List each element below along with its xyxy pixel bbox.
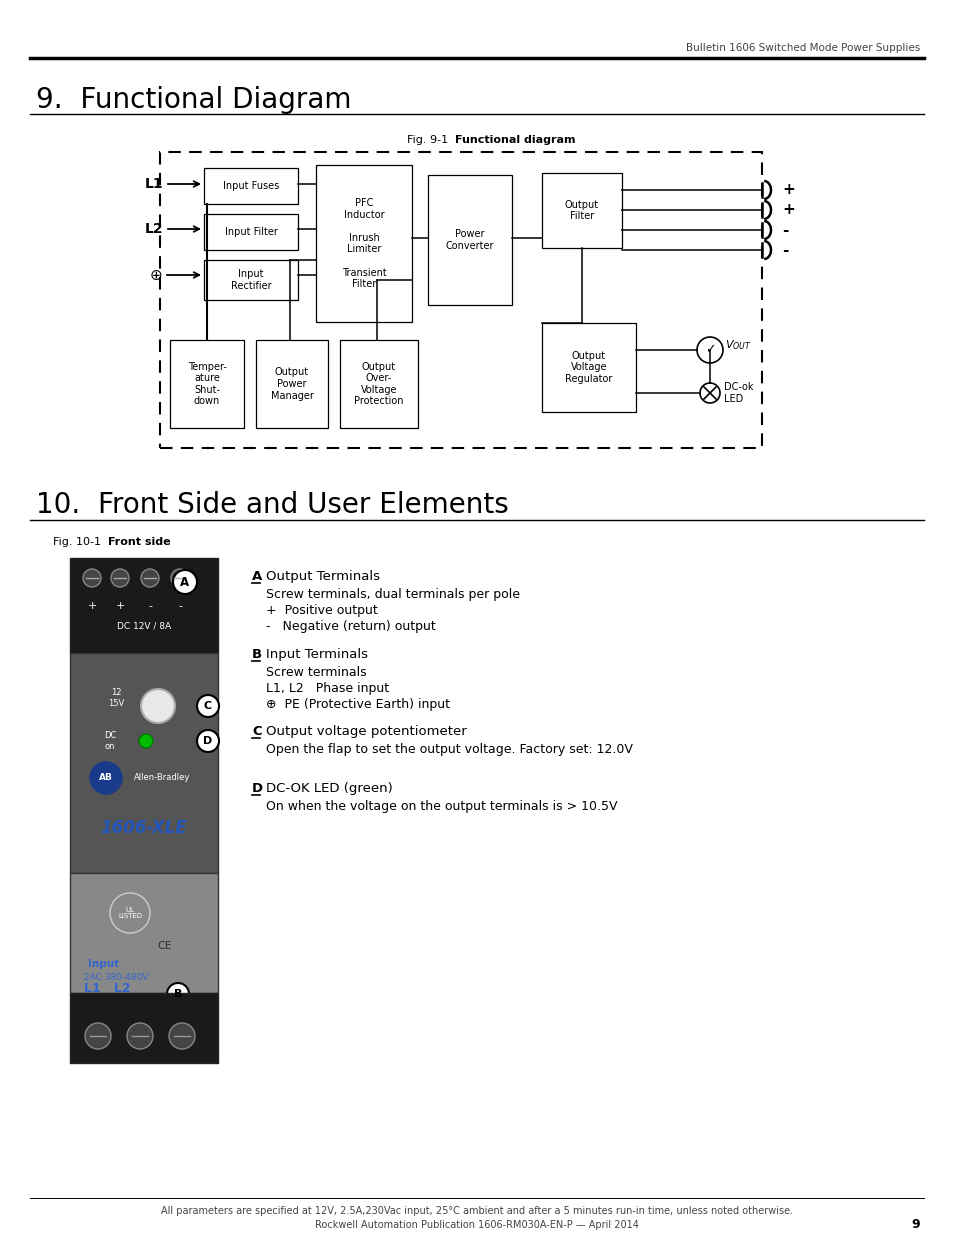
Text: DC
on: DC on (104, 731, 116, 751)
Text: 10.  Front Side and User Elements: 10. Front Side and User Elements (36, 492, 508, 519)
Bar (339, 340, 417, 429)
Text: PFC
Inductor

Inrush
Limiter

Transient
Filter: PFC Inductor Inrush Limiter Transient Fi… (341, 198, 386, 289)
Text: DC-ok
LED: DC-ok LED (723, 382, 753, 404)
Text: Input Fuses: Input Fuses (223, 182, 279, 191)
Text: Power
Converter: Power Converter (445, 230, 494, 251)
Text: Fig. 10-1: Fig. 10-1 (53, 537, 108, 547)
Text: Output Terminals: Output Terminals (266, 571, 379, 583)
Text: 12
15V: 12 15V (108, 688, 124, 708)
Circle shape (90, 762, 122, 794)
Circle shape (83, 569, 101, 587)
Circle shape (141, 569, 159, 587)
Circle shape (196, 730, 219, 752)
Text: ⊕: ⊕ (149, 268, 162, 283)
Text: +: + (781, 203, 794, 217)
Bar (70, 873, 218, 993)
Text: Rockwell Automation Publication 1606-RM030A-EN-P — April 2014: Rockwell Automation Publication 1606-RM0… (314, 1220, 639, 1230)
Bar (255, 340, 328, 429)
Text: Input: Input (88, 960, 119, 969)
Text: Open the flap to set the output voltage. Factory set: 12.0V: Open the flap to set the output voltage.… (266, 743, 632, 756)
Circle shape (169, 1023, 194, 1049)
Text: Input Terminals: Input Terminals (266, 648, 368, 661)
Text: All parameters are specified at 12V, 2.5A,230Vac input, 25°C ambient and after a: All parameters are specified at 12V, 2.5… (161, 1207, 792, 1216)
Text: CE: CE (157, 941, 172, 951)
Text: L1: L1 (144, 177, 163, 191)
Text: B: B (252, 648, 262, 661)
Text: Front side: Front side (108, 537, 171, 547)
Text: Screw terminals, dual terminals per pole: Screw terminals, dual terminals per pole (266, 588, 519, 601)
Text: L2: L2 (144, 222, 163, 236)
Text: On when the voltage on the output terminals is > 10.5V: On when the voltage on the output termin… (266, 800, 617, 813)
Text: -   Negative (return) output: - Negative (return) output (266, 620, 436, 634)
Circle shape (85, 1023, 111, 1049)
Bar (541, 173, 621, 248)
Text: 9.  Functional Diagram: 9. Functional Diagram (36, 86, 351, 114)
Text: Functional diagram: Functional diagram (455, 135, 575, 144)
Text: -: - (148, 601, 152, 611)
Text: 2AC 380-480V: 2AC 380-480V (84, 972, 149, 982)
Text: ⊕  PE (Protective Earth) input: ⊕ PE (Protective Earth) input (266, 698, 450, 711)
Text: $V_{OUT}$: $V_{OUT}$ (724, 338, 751, 352)
Text: +: + (781, 183, 794, 198)
Text: +: + (88, 601, 96, 611)
Bar (160, 152, 761, 448)
Bar (170, 340, 244, 429)
Bar (315, 165, 412, 322)
Circle shape (167, 983, 189, 1005)
Text: +  Positive output: + Positive output (266, 604, 377, 618)
Text: Screw terminals: Screw terminals (266, 666, 366, 679)
Bar (204, 168, 297, 204)
Text: Output voltage potentiometer: Output voltage potentiometer (266, 725, 466, 739)
Circle shape (141, 689, 174, 722)
Text: Output
Over-
Voltage
Protection: Output Over- Voltage Protection (354, 362, 403, 406)
Text: L1   L2: L1 L2 (84, 983, 131, 995)
Text: Input Filter: Input Filter (224, 227, 277, 237)
Text: POWER SUPPLY: POWER SUPPLY (112, 844, 175, 852)
Text: -: - (781, 242, 787, 258)
Text: L1, L2   Phase input: L1, L2 Phase input (266, 682, 389, 695)
Text: Output
Filter: Output Filter (564, 200, 598, 221)
Text: C: C (204, 701, 212, 711)
Text: 1606-XLE: 1606-XLE (101, 819, 187, 837)
Bar (428, 175, 512, 305)
Text: Input
Rectifier: Input Rectifier (231, 269, 271, 290)
Text: -: - (178, 601, 182, 611)
Bar (70, 993, 218, 1063)
Circle shape (196, 695, 219, 718)
Text: DC 12V / 8A: DC 12V / 8A (117, 621, 171, 631)
Text: UL
LISTED: UL LISTED (118, 906, 142, 920)
Text: Allen-Bradley: Allen-Bradley (133, 773, 190, 783)
Bar (70, 558, 218, 653)
Text: +: + (115, 601, 125, 611)
Text: Temper-
ature
Shut-
down: Temper- ature Shut- down (188, 362, 226, 406)
Circle shape (127, 1023, 152, 1049)
Circle shape (171, 569, 189, 587)
Bar (204, 261, 297, 300)
Text: A: A (180, 576, 190, 589)
Circle shape (172, 571, 196, 594)
Text: -: - (781, 222, 787, 237)
Text: Fig. 9-1: Fig. 9-1 (406, 135, 455, 144)
Bar (541, 324, 636, 412)
Bar (70, 653, 218, 873)
Text: Output
Voltage
Regulator: Output Voltage Regulator (565, 351, 612, 384)
Circle shape (139, 734, 152, 748)
Text: D: D (203, 736, 213, 746)
Text: C: C (252, 725, 261, 739)
Bar (204, 214, 297, 249)
Text: D: D (252, 782, 263, 795)
Text: ✓: ✓ (704, 343, 715, 357)
Text: Output
Power
Manager: Output Power Manager (271, 367, 314, 400)
Text: Bulletin 1606 Switched Mode Power Supplies: Bulletin 1606 Switched Mode Power Suppli… (685, 43, 919, 53)
Text: A: A (252, 571, 262, 583)
Text: B: B (173, 989, 182, 999)
Text: 1606-XLE96B-2: 1606-XLE96B-2 (114, 857, 173, 866)
Text: 9: 9 (910, 1219, 919, 1231)
Circle shape (111, 569, 129, 587)
Text: DC-OK LED (green): DC-OK LED (green) (266, 782, 393, 795)
Text: AB: AB (99, 773, 112, 783)
